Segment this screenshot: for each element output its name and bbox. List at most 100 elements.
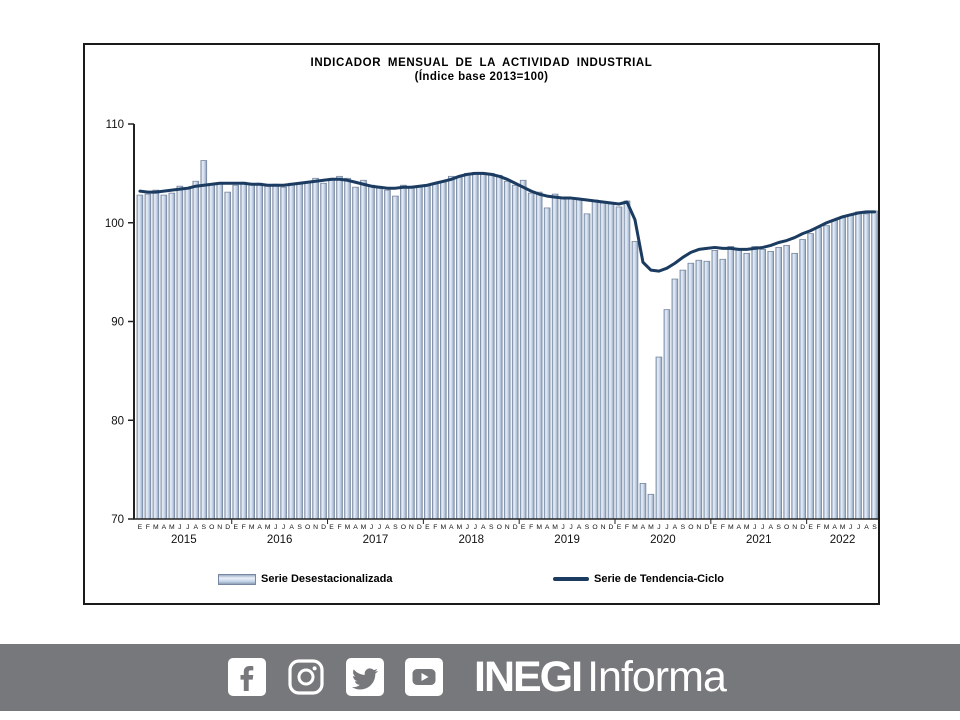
bar [272, 183, 279, 520]
year-label: 2022 [830, 534, 856, 546]
youtube-icon[interactable] [405, 658, 443, 696]
bar [424, 185, 431, 520]
bar [416, 185, 423, 520]
bar [216, 182, 224, 520]
bar [184, 188, 192, 520]
month-label: J [849, 524, 852, 531]
bar [687, 262, 695, 520]
bar [847, 214, 854, 520]
month-label: M [345, 524, 351, 531]
chart-subtitle: (Índice base 2013=100) [414, 71, 549, 83]
month-label: S [585, 524, 590, 531]
month-label: M [824, 524, 830, 531]
bar [655, 356, 663, 520]
month-label: S [202, 524, 207, 531]
month-label: O [305, 524, 310, 531]
month-label: F [433, 524, 437, 531]
month-label: J [753, 524, 756, 531]
bar [871, 210, 878, 520]
instagram-icon[interactable] [287, 658, 325, 696]
month-label: A [194, 524, 199, 531]
month-label: O [401, 524, 406, 531]
month-label: J [761, 524, 764, 531]
bar [735, 248, 743, 520]
bar [583, 213, 591, 520]
month-label: A [864, 524, 869, 531]
month-label: M [169, 524, 175, 531]
bar [400, 184, 407, 520]
y-tick-label: 110 [106, 119, 124, 131]
month-label: E [138, 524, 143, 531]
month-label: F [721, 524, 725, 531]
month-label: E [808, 524, 813, 531]
bar [543, 207, 551, 520]
month-label: E [521, 524, 526, 531]
bar [280, 186, 287, 520]
bar [336, 175, 343, 520]
bar [807, 233, 814, 520]
bar [304, 181, 311, 520]
bar [248, 183, 255, 520]
month-label: F [529, 524, 533, 531]
month-label: J [178, 524, 181, 531]
month-label: N [696, 524, 701, 531]
legend-bar-swatch [218, 573, 256, 585]
bar [591, 199, 599, 520]
month-label: J [857, 524, 860, 531]
social-icons [228, 658, 443, 696]
bar [176, 185, 184, 520]
bar [360, 179, 367, 520]
month-label: D [225, 524, 230, 531]
bar [663, 309, 671, 520]
bar [344, 177, 351, 520]
month-label: J [378, 524, 381, 531]
bar [799, 239, 806, 520]
month-label: E [233, 524, 238, 531]
month-label: J [274, 524, 277, 531]
month-label: M [249, 524, 255, 531]
bar [432, 182, 439, 520]
month-label: M [536, 524, 542, 531]
year-label: 2020 [650, 534, 676, 546]
year-label: 2016 [267, 534, 293, 546]
year-label: 2018 [458, 534, 484, 546]
bar [495, 174, 503, 520]
bar [767, 250, 775, 520]
bar [136, 194, 144, 520]
month-label: D [321, 524, 326, 531]
month-label: F [817, 524, 821, 531]
bar [551, 193, 559, 520]
informa-wordmark: Informa [587, 653, 727, 701]
chart-title: INDICADOR MENSUAL DE LA ACTIVIDAD INDUST… [310, 57, 653, 69]
bar [408, 186, 415, 520]
bar [791, 252, 798, 520]
bar [200, 160, 208, 520]
year-label: 2019 [554, 534, 580, 546]
twitter-icon[interactable] [346, 658, 384, 696]
bar [232, 184, 240, 520]
bar [511, 184, 519, 520]
year-label: 2021 [746, 534, 772, 546]
bar [839, 217, 846, 520]
bar [711, 249, 719, 520]
bar [719, 258, 727, 520]
month-label: N [313, 524, 318, 531]
month-label: M [632, 524, 638, 531]
bar [455, 176, 463, 520]
bar [296, 183, 303, 520]
month-label: S [681, 524, 686, 531]
bar [240, 181, 248, 520]
month-label: F [146, 524, 150, 531]
y-tick-label: 100 [105, 218, 124, 230]
month-label: E [425, 524, 430, 531]
bar [376, 187, 383, 520]
month-label: O [784, 524, 789, 531]
month-label: M [648, 524, 654, 531]
month-label: S [393, 524, 398, 531]
chart-frame: INDICADOR MENSUAL DE LA ACTIVIDAD INDUST… [83, 43, 880, 605]
bar [815, 227, 822, 520]
legend-line-label: Serie de Tendencia-Ciclo [594, 573, 725, 585]
month-label: J [569, 524, 572, 531]
facebook-icon[interactable] [228, 658, 266, 696]
